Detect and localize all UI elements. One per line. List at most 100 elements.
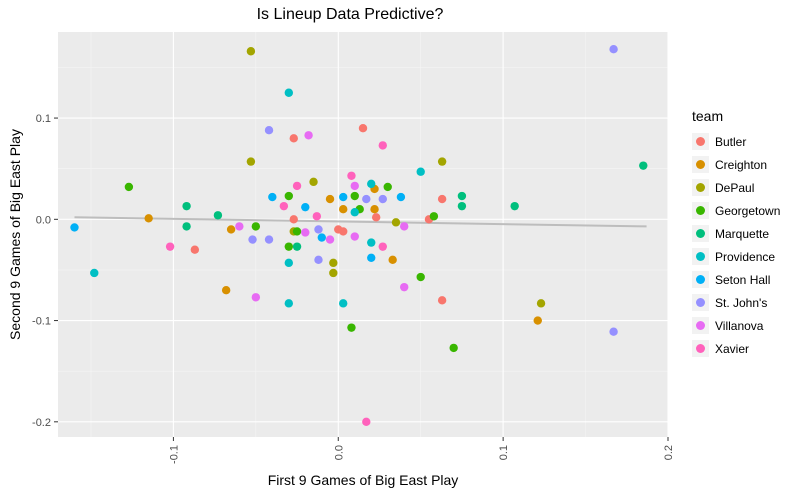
legend-dot-icon xyxy=(696,206,705,215)
legend-dot-icon xyxy=(696,298,705,307)
data-point xyxy=(533,316,542,325)
data-point xyxy=(437,194,447,204)
legend-label: Providence xyxy=(715,249,776,264)
data-point xyxy=(367,253,376,262)
legend-item: Creighton xyxy=(688,153,780,176)
data-point xyxy=(90,268,99,278)
data-point xyxy=(182,201,191,211)
legend-key xyxy=(692,271,709,288)
legend-dot-icon xyxy=(696,344,705,353)
data-point xyxy=(309,177,318,187)
data-point xyxy=(449,343,458,353)
data-point xyxy=(182,222,191,231)
legend-key xyxy=(692,317,709,334)
legend-key xyxy=(692,225,709,242)
data-point xyxy=(350,232,359,241)
legend-dot-icon xyxy=(696,275,705,284)
data-point xyxy=(437,296,447,305)
data-point xyxy=(325,235,335,244)
data-point xyxy=(350,181,359,191)
data-point xyxy=(251,222,261,231)
data-point xyxy=(416,272,425,282)
data-point xyxy=(301,228,310,237)
data-point xyxy=(339,192,348,202)
data-point xyxy=(264,126,274,135)
legend-label: Georgetown xyxy=(715,203,781,218)
data-point xyxy=(289,134,298,143)
data-points xyxy=(70,45,648,427)
data-point xyxy=(317,233,326,242)
data-point xyxy=(284,242,294,251)
legend-item: Villanova xyxy=(688,314,780,337)
data-point xyxy=(400,282,409,292)
data-point xyxy=(268,192,277,202)
data-point xyxy=(246,47,256,56)
legend-label: Xavier xyxy=(715,341,750,356)
data-point xyxy=(609,327,618,336)
legend-label: Butler xyxy=(715,134,747,149)
data-point xyxy=(367,179,376,189)
x-tick-label: 0.0 xyxy=(333,445,345,460)
legend-label: Villanova xyxy=(715,318,764,333)
data-point xyxy=(536,299,546,308)
y-tick-label: -0.1 xyxy=(32,316,51,328)
data-point xyxy=(213,211,223,220)
data-point xyxy=(284,258,294,268)
legend-key xyxy=(692,294,709,311)
data-point xyxy=(329,258,338,268)
data-point xyxy=(339,227,348,236)
legend-label: Marquette xyxy=(715,226,770,241)
data-point xyxy=(221,285,231,295)
legend-item: Georgetown xyxy=(688,199,780,222)
x-tick-label: 0.1 xyxy=(498,445,510,460)
data-point xyxy=(347,171,356,180)
data-point xyxy=(388,255,397,265)
legend-item: Seton Hall xyxy=(688,268,780,291)
data-point xyxy=(416,167,425,176)
legend-item: St. John's xyxy=(688,291,780,314)
legend-key xyxy=(692,248,709,265)
major-gridlines xyxy=(58,32,669,437)
y-axis-ticks: -0.2 -0.1 0.0 0.1 xyxy=(32,113,58,429)
minor-gridlines xyxy=(58,32,668,437)
legend-label: St. John's xyxy=(715,295,768,310)
legend: team Butler Creighton DePaul Georgetown Marq… xyxy=(688,108,780,360)
legend-item: Marquette xyxy=(688,222,780,245)
data-point xyxy=(325,194,335,204)
legend-dot-icon xyxy=(696,252,705,261)
data-point xyxy=(301,202,310,212)
trend-line-group xyxy=(74,216,647,228)
x-tick-label: -0.1 xyxy=(168,445,180,464)
trend-line xyxy=(74,216,647,228)
data-point xyxy=(312,212,322,221)
legend-items: Butler Creighton DePaul Georgetown Marquette… xyxy=(688,130,780,360)
data-point xyxy=(292,227,302,236)
data-point xyxy=(339,299,348,308)
y-axis-title: Second 9 Games of Big East Play xyxy=(7,129,23,340)
data-point xyxy=(350,208,359,217)
legend-item: Xavier xyxy=(688,337,780,360)
chart-title: Is Lineup Data Predictive? xyxy=(256,6,444,23)
legend-dot-icon xyxy=(696,321,705,330)
data-point xyxy=(378,242,387,251)
plot-panel xyxy=(58,32,668,437)
data-point xyxy=(400,222,409,231)
legend-dot-icon xyxy=(696,160,705,169)
legend-dot-icon xyxy=(696,137,705,146)
legend-dot-icon xyxy=(696,183,705,192)
legend-key xyxy=(692,202,709,219)
legend-key xyxy=(692,156,709,173)
data-point xyxy=(144,214,153,223)
data-point xyxy=(378,194,387,204)
data-point xyxy=(289,215,298,224)
data-point xyxy=(292,242,302,251)
data-point xyxy=(329,268,338,278)
x-tick-label: 0.2 xyxy=(663,445,675,460)
y-tick-label: 0.0 xyxy=(36,214,51,226)
data-point xyxy=(396,192,406,202)
x-axis-title: First 9 Games of Big East Play xyxy=(268,472,459,488)
data-point xyxy=(124,182,134,192)
data-point xyxy=(437,157,447,166)
y-tick-label: -0.2 xyxy=(32,417,51,429)
